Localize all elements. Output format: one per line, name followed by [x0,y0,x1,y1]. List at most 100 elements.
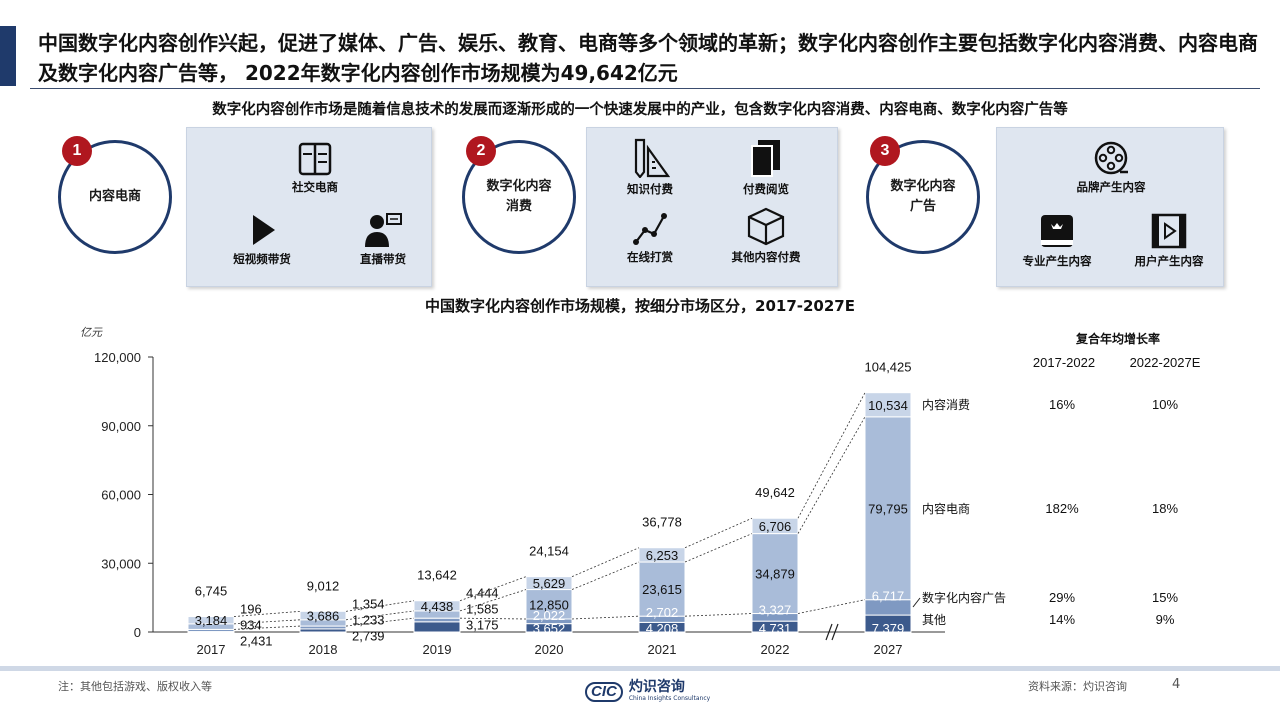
footnote: 注：其他包括游戏、版权收入等 [58,680,212,693]
bar-segment [413,600,461,612]
data-label-ecommerce: 2,431 [240,634,273,649]
category-social-ecommerce: 社交电商 [270,142,360,195]
cagr-value: 16% [1049,397,1075,412]
segment-label: 数字化内容消费 [486,179,552,214]
bar-segment [751,517,799,535]
trend-line-icon [633,213,667,245]
logo-name-cn: 灼识咨询 [628,679,685,695]
data-label-advertising: 2,702 [646,605,679,620]
data-label-content-consumption: 4,438 [421,599,454,614]
x-tick-label: 2020 [535,642,564,657]
connector-line [571,615,640,620]
cagr-value: 29% [1049,590,1075,605]
cagr-value: 15% [1152,590,1178,605]
axis-break-mark [831,623,839,641]
connector-line [797,599,866,614]
y-tick-label: 60,000 [101,488,141,503]
total-label: 9,012 [307,578,340,593]
data-label-content-consumption: 6,253 [646,548,679,563]
connector-line [459,589,527,612]
pencil-ruler-icon [634,138,670,178]
y-tick-label: 0 [134,625,141,640]
category-other-payment: 其他内容付费 [711,206,821,265]
data-label-other: 4,444 [466,586,499,601]
presenter-icon [365,213,402,247]
company-logo: CIC 灼识咨询 China Insights Consultancy [585,680,710,703]
data-label-advertising: 1,233 [352,612,385,627]
total-label: 36,778 [642,515,682,530]
leader-line [912,597,921,608]
cagr-value: 9% [1156,612,1175,627]
cagr-value: 14% [1049,612,1075,627]
axis-break-mark [825,623,833,641]
page-number: 4 [1172,677,1181,692]
x-tick-label: 2022 [761,642,790,657]
x-tick-label: 2019 [423,642,452,657]
connector-line [571,561,640,590]
cagr-column-header: 2017-2022 [1033,355,1095,370]
connector-line [571,547,640,578]
data-label-advertising: 1,585 [466,602,499,617]
data-label-advertising: 2,022 [533,608,566,623]
category-live-streaming: 直播带货 [333,212,433,267]
total-label: 104,425 [865,360,912,375]
x-tick-label: 2021 [648,642,677,657]
y-tick-label: 90,000 [101,419,141,434]
connector-line [345,600,415,612]
segment-label: 内容电商 [88,189,141,204]
category-brand-content: 品牌产生内容 [1061,140,1161,195]
segment-panel-content-advertising: 品牌产生内容 专业产生内容 用户产生内容 [996,127,1224,287]
data-label-ecommerce: 23,615 [642,582,682,597]
bar-segment [525,576,573,591]
data-label-other: 4,731 [759,621,792,636]
bar-segment [413,617,461,623]
page-subtitle: 数字化内容创作市场是随着信息技术的发展而逐渐形成的一个快速发展中的产业，包含数字… [212,102,1068,118]
bar-segment [413,621,461,633]
category-user-content: 用户产生内容 [1119,212,1219,269]
laptop-icon [1041,215,1073,247]
segment-number-badge: 3 [870,136,900,166]
segment-label: 数字化内容广告 [890,179,956,214]
cagr-value: 10% [1152,397,1178,412]
data-label-other: 3,652 [533,621,566,636]
cagr-title: 复合年均增长率 [1075,331,1160,346]
category-label: 社交电商 [292,180,338,194]
category-label: 专业产生内容 [1022,254,1092,268]
data-label-content-consumption: 3,184 [195,613,228,628]
video-player-icon [1151,213,1187,249]
box-icon [747,207,785,246]
category-professional-content: 专业产生内容 [1007,212,1107,269]
category-knowledge-payment: 知识付费 [595,138,705,197]
data-label-ecommerce: 79,795 [868,501,908,516]
footer-divider [0,666,1280,671]
bar-segment [299,610,347,621]
series-name-label: 其他 [922,613,946,627]
title-accent-bar [0,26,16,86]
category-label: 用户产生内容 [1134,254,1204,268]
total-label: 13,642 [417,568,457,583]
connector-line [233,610,301,617]
category-label: 在线打赏 [627,250,673,264]
connector-line [684,613,753,617]
category-paid-reading: 付费阅览 [711,138,821,197]
total-label: 24,154 [529,544,569,559]
data-label-content-consumption: 3,686 [307,609,340,624]
total-label: 6,745 [195,584,228,599]
series-name-label: 内容消费 [922,397,970,412]
connector-line [684,517,753,549]
title-divider [30,88,1260,89]
connector-line [797,392,866,519]
connector-line [684,533,753,563]
data-label-other: 196 [240,602,262,617]
category-label: 知识付费 [627,182,673,196]
data-label-ecommerce: 34,879 [755,567,795,582]
book-icon [298,142,332,176]
cagr-value: 18% [1152,501,1178,516]
data-label-ecommerce: 12,850 [529,597,569,612]
bar-segment [525,589,573,620]
data-label-advertising: 3,327 [759,603,792,618]
connector-line [345,617,415,627]
y-tick-label: 120,000 [94,350,141,365]
bar-segment [864,416,912,601]
series-name-label: 数字化内容广告 [922,590,1006,605]
